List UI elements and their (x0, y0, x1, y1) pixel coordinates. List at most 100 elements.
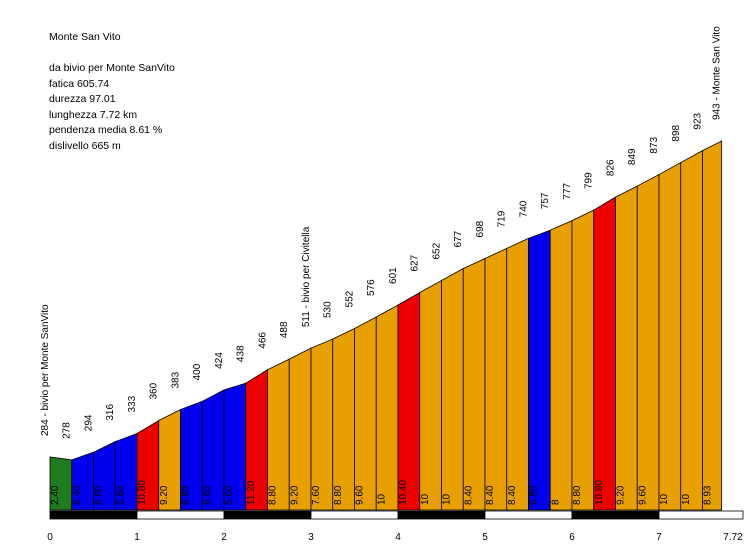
gradient-label: 6.80 (529, 485, 540, 505)
elevation-label: 698 (475, 220, 486, 237)
elevation-label: 316 (105, 404, 116, 421)
profile-segment (593, 196, 616, 511)
distance-tick-label: 3 (308, 532, 314, 543)
gradient-label: 8.40 (485, 485, 496, 505)
elevation-label: 799 (584, 172, 595, 189)
elevation-label: 284 - bivio per Monte SanVito (40, 304, 51, 436)
climb-info-block: Monte San Vito da bivio per Monte SanVit… (49, 30, 175, 154)
elevation-label: 627 (410, 254, 421, 271)
gradient-label: 10 (659, 493, 670, 505)
elevation-label: 849 (627, 148, 638, 165)
distance-tick-label: 6 (569, 532, 575, 543)
distance-tick-label: 7 (656, 532, 662, 543)
elevation-label: 488 (279, 321, 290, 338)
elevation-label: 740 (519, 200, 530, 217)
elevation-label: 873 (649, 136, 660, 153)
profile-segment (441, 267, 464, 511)
gradient-label: 9.60 (355, 485, 366, 505)
gradient-label: 8.80 (94, 485, 105, 505)
gradient-label: 6.80 (115, 485, 126, 505)
info-pendenza-media: pendenza media 8.61 % (49, 124, 163, 136)
scale-bar-segment (310, 510, 399, 520)
distance-tick-label: 4 (395, 532, 401, 543)
distance-scale-bar (49, 510, 744, 520)
elevation-label: 466 (258, 332, 269, 349)
gradient-label: 10.80 (594, 480, 605, 505)
gradient-label: 9.60 (637, 485, 648, 505)
elevation-label: 424 (214, 352, 225, 369)
gradient-label: 8 (550, 499, 561, 505)
gradient-label: 6.80 (181, 485, 192, 505)
distance-tick-labels: 0 1 2 3 4 5 6 7 7.72 (47, 532, 743, 543)
gradient-label: 8.93 (703, 485, 714, 505)
gradient-label: 10 (376, 493, 387, 505)
gradient-label: 10 (420, 493, 431, 505)
profile-segment (549, 219, 573, 511)
elevation-label: 719 (497, 210, 508, 227)
gradient-label: 10 (442, 493, 453, 505)
scale-bar-segment (658, 510, 744, 520)
gradient-label: 10.40 (398, 480, 409, 505)
elevation-label: 652 (432, 242, 443, 259)
distance-tick-label: 7.72 (723, 532, 743, 543)
elevation-label: 757 (540, 192, 551, 209)
distance-tick-label: 1 (134, 532, 140, 543)
gradient-label: 10.80 (137, 480, 148, 505)
elevation-label: 333 (127, 395, 138, 412)
gradient-label: 8.40 (507, 485, 518, 505)
gradient-label: 9.20 (616, 485, 627, 505)
profile-segment (332, 327, 355, 511)
info-fatica: fatica 605.74 (49, 77, 110, 90)
gradient-label: 8.40 (463, 485, 474, 505)
profile-segment (680, 149, 703, 511)
elevation-label: 677 (453, 230, 464, 247)
profile-segment (506, 237, 529, 511)
profile-segment (375, 304, 399, 511)
scale-bar-segment (571, 510, 660, 520)
scale-bar-segment (223, 510, 312, 520)
elevation-label: 438 (236, 345, 247, 362)
gradient-label: 5.60 (224, 485, 235, 505)
gradient-label: 10 (681, 493, 692, 505)
gradient-label: 11.20 (246, 480, 257, 505)
elevation-label: 826 (606, 159, 617, 176)
profile-segment (658, 161, 682, 511)
distance-tick-label: 5 (482, 532, 488, 543)
elevation-label: 278 (62, 422, 73, 439)
scale-bar-segment (484, 510, 573, 520)
profile-segment (702, 140, 723, 511)
profile-segment (571, 209, 595, 511)
info-dislivello: dislivello 665 m (49, 139, 121, 152)
elevation-labels: 284 - bivio per Monte SanVito 278 294 316 33… (40, 26, 723, 439)
gradient-label: 9.20 (159, 485, 170, 505)
info-durezza: durezza 97.01 (49, 93, 116, 105)
profile-segment (419, 279, 442, 511)
profile-segment (528, 229, 551, 511)
profile-segment (397, 291, 421, 511)
elevation-label: 294 (84, 414, 95, 431)
elevation-label: 576 (366, 279, 377, 296)
distance-tick-label: 2 (221, 532, 227, 543)
gradient-labels: 2.40 6.40 8.80 6.80 10.80 9.20 6.80 9.60 5.60 11.… (50, 480, 714, 505)
gradient-label: 9.20 (289, 485, 300, 505)
gradient-label: 8.80 (333, 485, 344, 505)
profile-segment (354, 316, 377, 511)
scale-bar-segment (136, 510, 225, 520)
info-lunghezza: lunghezza 7.72 km (49, 108, 138, 121)
elevation-label: 898 (671, 124, 682, 141)
profile-segment (636, 173, 660, 511)
chart-title: Monte San Vito (49, 31, 121, 43)
profile-segment (484, 247, 508, 511)
profile-segments (49, 140, 723, 511)
elevation-label: 943 - Monte San Vito (712, 26, 723, 120)
elevation-label: 601 (388, 267, 399, 284)
profile-segment (310, 338, 334, 511)
elevation-label: 511 - bivio per Civitella (301, 226, 312, 327)
elevation-label: 383 (171, 371, 182, 388)
distance-tick-label: 0 (47, 532, 53, 543)
profile-segment (462, 257, 486, 511)
profile-segment (615, 185, 638, 511)
elevation-label: 923 (693, 112, 704, 129)
elevation-label: 777 (562, 182, 573, 199)
